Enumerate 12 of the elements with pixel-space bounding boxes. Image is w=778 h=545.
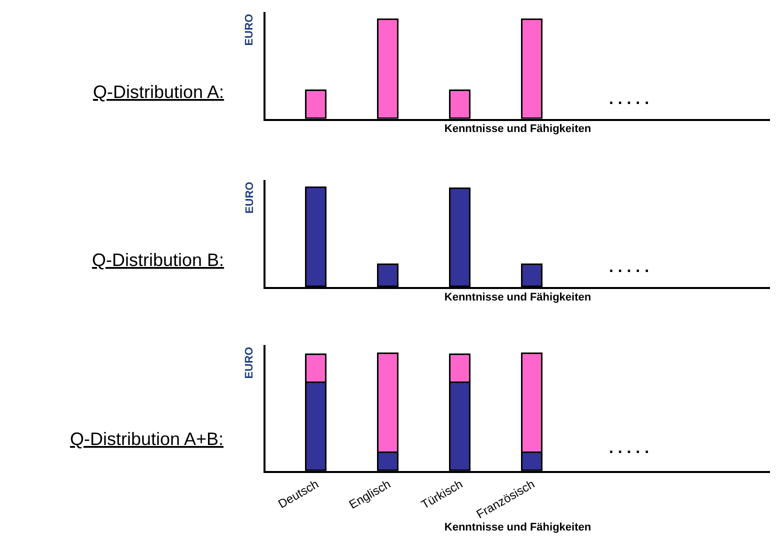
x-axis-title: Kenntnisse und Fähigkeiten [444, 291, 592, 304]
y-axis-title: EURO [244, 346, 256, 379]
y-axis-title: EURO [244, 181, 256, 214]
text: . . . . . [609, 91, 650, 108]
text: . . . . . [609, 259, 650, 276]
text: Q-Distribution B: [92, 250, 224, 270]
x-axis-title: Kenntnisse und Fähigkeiten [444, 122, 592, 135]
x-axis-title: Kenntnisse und Fähigkeiten [444, 521, 592, 534]
text: . . . . . [609, 440, 650, 457]
text: Q-Distribution A: [93, 82, 224, 102]
text: Q-Distribution A+B: [70, 429, 224, 449]
y-axis-title: EURO [244, 13, 256, 46]
